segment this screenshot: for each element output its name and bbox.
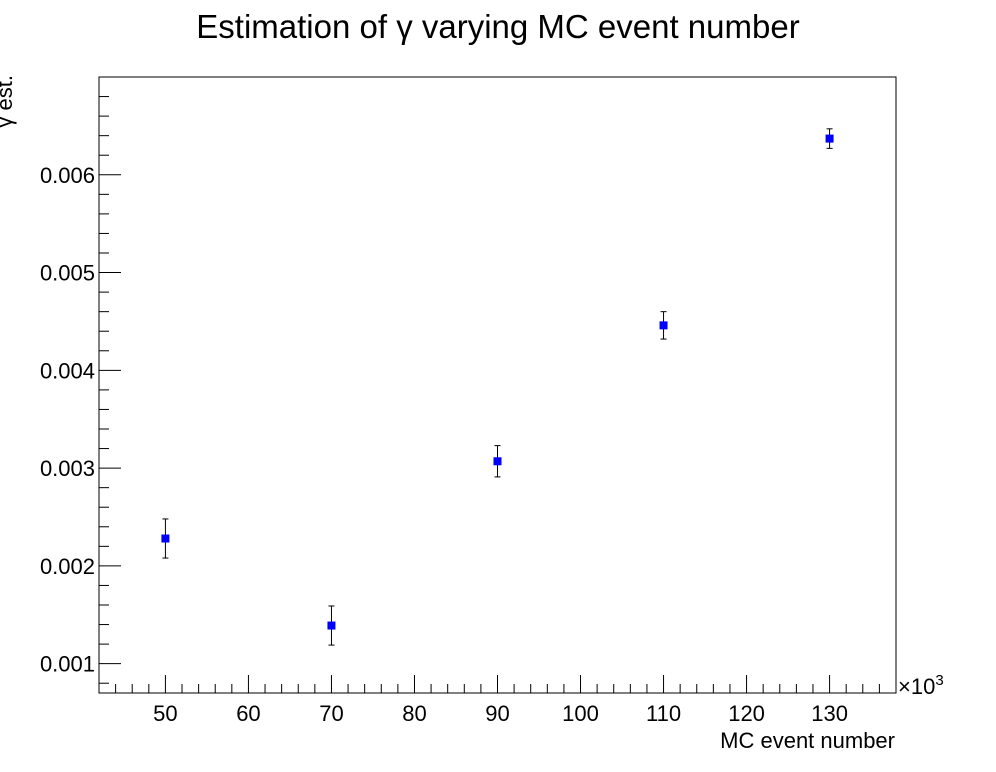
data-point (327, 621, 336, 630)
x-tick-label: 70 (319, 701, 343, 726)
y-tick-label: 0.002 (40, 554, 95, 579)
data-point (161, 534, 170, 543)
y-axis-title: γ est. (0, 75, 17, 128)
x-tick-label: 90 (485, 701, 509, 726)
x-tick-label: 80 (402, 701, 426, 726)
axes: 50 60 70 80 90 100 110 120 130 0.001 0.002 0.003 0.0… (40, 96, 897, 726)
x-axis-title: MC event number (720, 728, 895, 753)
x-tick-label: 100 (562, 701, 599, 726)
data-marks (161, 128, 834, 646)
y-tick-label: 0.003 (40, 456, 95, 481)
data-point (659, 321, 668, 330)
chart-title: Estimation of γ varying MC event number (196, 8, 799, 45)
x-tick-label: 120 (728, 701, 765, 726)
y-tick-label: 0.001 (40, 652, 95, 677)
data-point (493, 457, 502, 466)
x-axis-multiplier-base: ×10 (898, 674, 935, 699)
y-tick-label: 0.005 (40, 261, 95, 286)
x-tick-label: 130 (811, 701, 848, 726)
y-tick-label: 0.004 (40, 358, 95, 383)
plot-frame (98, 76, 897, 694)
x-tick-label: 50 (153, 701, 177, 726)
y-tick-label: 0.006 (40, 163, 95, 188)
x-tick-label: 110 (646, 701, 681, 726)
x-axis-multiplier: ×103 (898, 672, 944, 699)
x-axis-multiplier-exponent: 3 (935, 672, 943, 689)
x-tick-label: 60 (236, 701, 260, 726)
data-point (825, 134, 834, 143)
